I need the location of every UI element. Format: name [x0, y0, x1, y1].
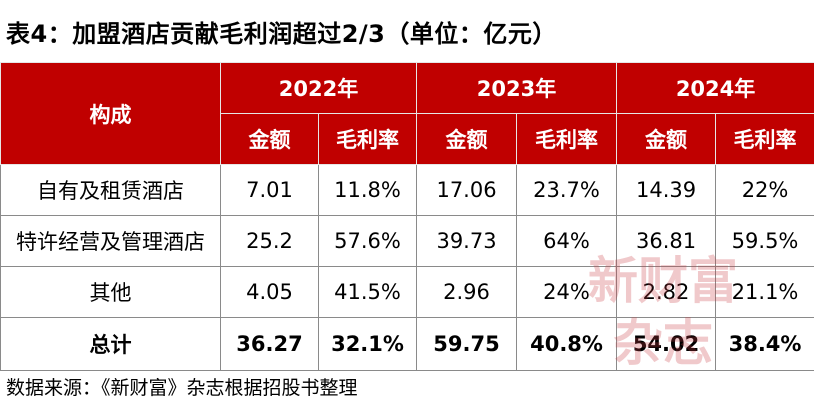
- subheader-gross-margin: 毛利率: [715, 113, 814, 165]
- table-row: 其他 4.05 41.5% 2.96 24% 2.82 21.1%: [0, 266, 814, 318]
- cell: 22%: [715, 164, 814, 216]
- table-row: 自有及租赁酒店 7.01 11.8% 17.06 23.7% 14.39 22%: [0, 164, 814, 216]
- cell: 11.8%: [317, 164, 418, 216]
- subheader-amount: 金额: [220, 113, 319, 165]
- cell: 57.6%: [317, 215, 418, 267]
- subheader-gross-margin: 毛利率: [317, 113, 418, 165]
- header-year-2022: 2022年: [219, 62, 418, 114]
- row-label: 特许经营及管理酒店: [0, 215, 221, 267]
- cell: 36.27: [220, 317, 319, 371]
- cell: 32.1%: [317, 317, 418, 371]
- cell: 23.7%: [516, 164, 618, 216]
- cell: 24%: [516, 266, 618, 318]
- cell: 7.01: [220, 164, 319, 216]
- cell: 54.02: [616, 317, 717, 371]
- row-label: 其他: [0, 266, 221, 318]
- table-row-total: 总计 36.27 32.1% 59.75 40.8% 54.02 38.4%: [0, 317, 814, 371]
- subheader-amount: 金额: [416, 113, 518, 165]
- cell: 59.75: [416, 317, 518, 371]
- cell: 21.1%: [715, 266, 814, 318]
- cell: 40.8%: [516, 317, 618, 371]
- header-year-2023: 2023年: [416, 62, 618, 114]
- cell: 38.4%: [715, 317, 814, 371]
- cell: 36.81: [616, 215, 717, 267]
- cell: 64%: [516, 215, 618, 267]
- subheader-gross-margin: 毛利率: [516, 113, 618, 165]
- cell: 39.73: [416, 215, 518, 267]
- source-note: 数据来源：《新财富》杂志根据招股书整理: [6, 376, 358, 399]
- row-label: 总计: [0, 317, 221, 371]
- row-label: 自有及租赁酒店: [0, 164, 221, 216]
- data-table: 构成 2022年 2023年 2024年 金额 毛利率 金额 毛利率 金额 毛利…: [0, 62, 814, 371]
- cell: 59.5%: [715, 215, 814, 267]
- cell: 25.2: [220, 215, 319, 267]
- table-title: 表4：加盟酒店贡献毛利润超过2/3（单位：亿元）: [6, 19, 557, 48]
- table-row: 特许经营及管理酒店 25.2 57.6% 39.73 64% 36.81 59.…: [0, 215, 814, 267]
- subheader-amount: 金额: [616, 113, 717, 165]
- header-year-2024: 2024年: [616, 62, 814, 114]
- header-composition: 构成: [0, 62, 221, 165]
- cell: 2.82: [616, 266, 717, 318]
- cell: 14.39: [616, 164, 717, 216]
- cell: 4.05: [220, 266, 319, 318]
- cell: 41.5%: [317, 266, 418, 318]
- cell: 17.06: [416, 164, 518, 216]
- cell: 2.96: [416, 266, 518, 318]
